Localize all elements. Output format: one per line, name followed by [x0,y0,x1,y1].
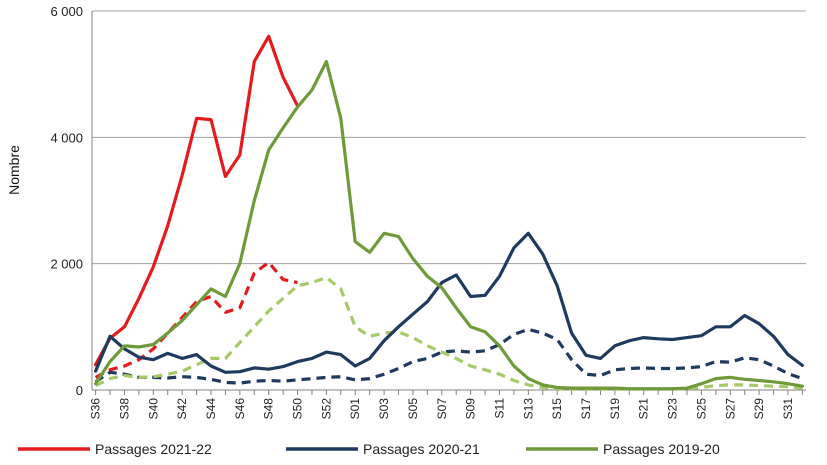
x-tick-label: S19 [608,398,622,420]
x-tick-label: S23 [666,398,680,420]
series-line-solid-2 [94,231,804,374]
series-group [94,34,804,391]
x-tick-label: S44 [204,398,218,420]
legend-label: Passages 2021-22 [95,441,212,457]
series-line-dashed-5 [94,276,803,391]
x-tick-label: S21 [637,398,651,420]
x-tick-label: S11 [492,398,506,419]
x-tick-label: S36 [89,398,103,420]
y-tick-label: 6 000 [50,4,83,19]
y-tick-label: 2 000 [50,257,83,272]
x-tick-label: S38 [117,398,131,420]
x-tick-label: S25 [694,398,708,420]
series-line-dashed-3 [94,327,803,385]
x-tick-label: S03 [377,398,391,420]
series-line-dashed-1 [94,260,298,379]
legend-label: Passages 2020-21 [363,441,480,457]
x-tick-label: S46 [233,398,247,420]
x-tick-label: S31 [781,398,795,420]
legend: Passages 2021-22 Passages 2020-21 Passages… [18,441,720,457]
x-tick-label: S09 [464,398,478,420]
x-tick-label: S52 [319,398,333,420]
series-line-solid-0 [94,34,300,367]
gridlines [92,10,806,265]
y-tick-label: 0 [76,383,83,398]
series-line-solid-4 [94,59,804,391]
axes [91,11,806,395]
y-axis-title: Nombre [6,145,22,195]
x-tick-label: S05 [406,398,420,420]
x-tick-label: S07 [435,398,449,420]
x-tick-label: S48 [262,398,276,420]
y-tick-label: 4 000 [50,130,83,145]
x-tick-label: S15 [550,398,564,420]
x-tick-label: S50 [291,398,305,420]
legend-label: Passages 2019-20 [603,441,720,457]
x-tick-label: S01 [348,398,362,420]
x-tick-label: S29 [752,398,766,420]
x-tick-label: S40 [146,398,160,420]
x-tick-label: S27 [723,398,737,420]
x-tick-label: S17 [579,398,593,420]
tick-labels: 0 2 000 4 000 6 000 S36 S38 S40 S42 S44 S46 S48 S50… [50,4,795,419]
x-tick-label: S42 [175,398,189,420]
x-tick-label: S13 [521,398,535,420]
